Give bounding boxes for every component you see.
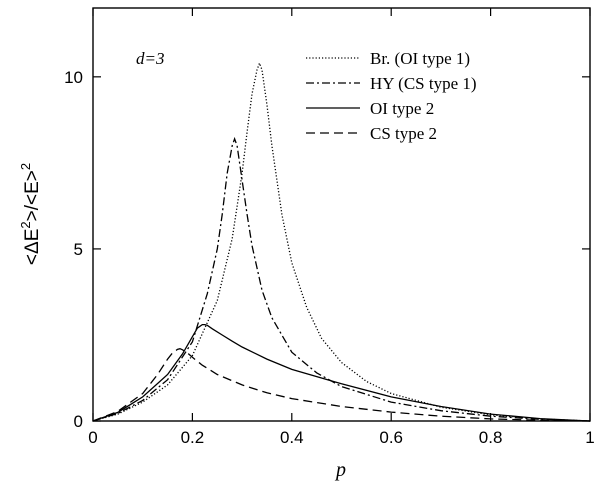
legend-label: CS type 2 [370, 124, 437, 143]
dimension-annotation: d=3 [136, 49, 164, 68]
x-axis-label: p [334, 459, 346, 481]
series-line-2 [92, 136, 591, 422]
x-tick-label: 0 [88, 428, 97, 447]
legend-label: Br. (OI type 1) [370, 49, 470, 68]
x-tick-label: 0.4 [280, 428, 304, 447]
x-tick-label: 1 [585, 428, 594, 447]
legend-label: HY (CS type 1) [370, 74, 477, 93]
legend-label: OI type 2 [370, 99, 434, 118]
y-tick-label: 5 [74, 240, 83, 259]
x-tick-label: 0.8 [479, 428, 503, 447]
plot-frame [92, 7, 591, 422]
x-tick-label: 0.6 [379, 428, 403, 447]
y-tick-label: 0 [74, 412, 83, 431]
series-line-4 [92, 348, 591, 422]
y-tick-label: 10 [64, 68, 83, 87]
series-line-3 [92, 323, 591, 422]
series-group [92, 61, 591, 422]
y-axis-label: <ΔE2>/<E>2 [18, 163, 43, 265]
legend: Br. (OI type 1) HY (CS type 1) OI type 2 CS… [306, 49, 477, 143]
series-line-1 [92, 61, 591, 422]
x-tick-label: 0.2 [181, 428, 205, 447]
